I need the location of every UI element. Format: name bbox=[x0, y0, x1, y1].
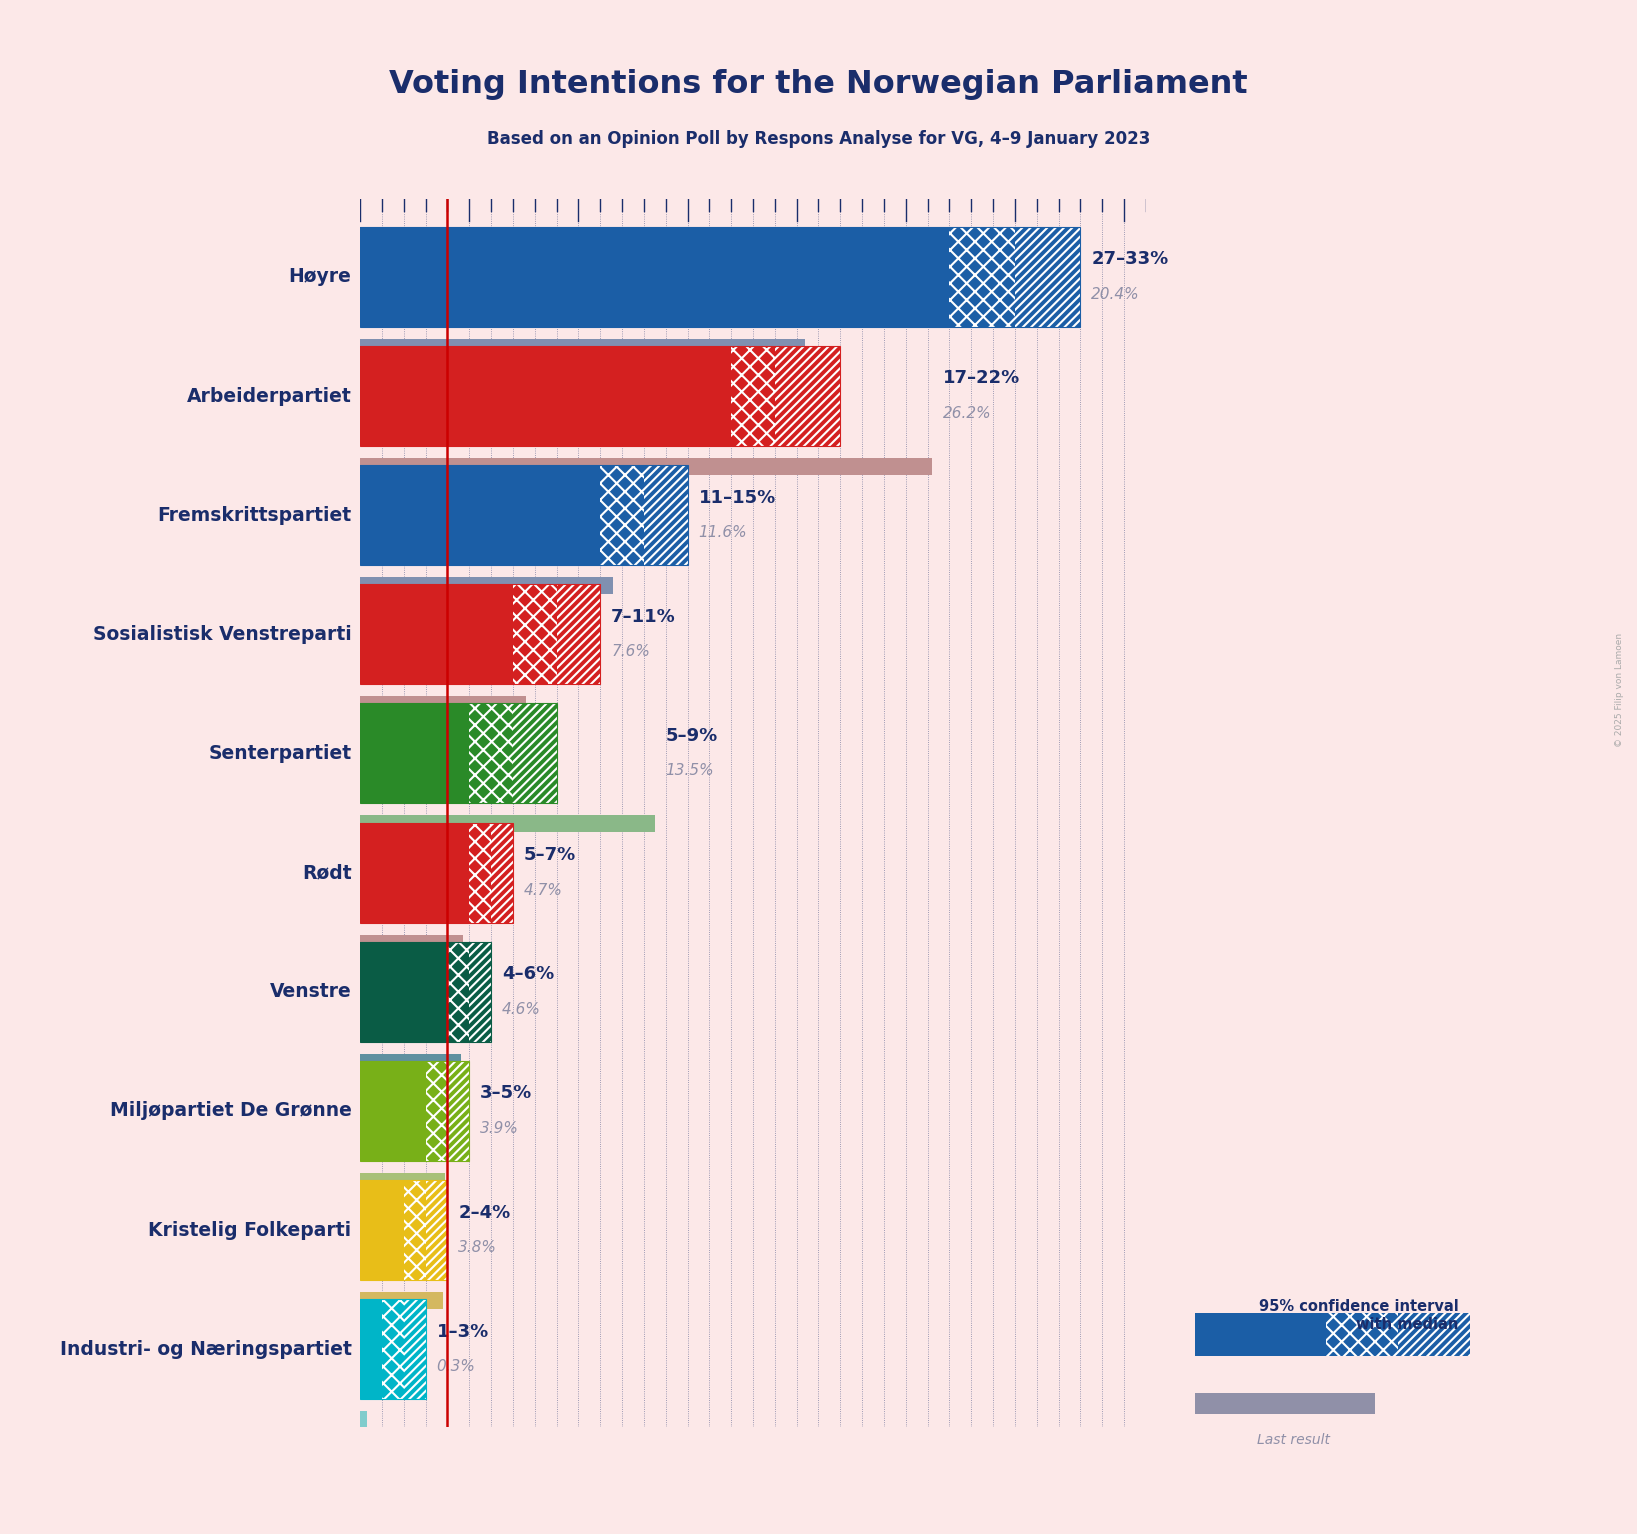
Bar bbox=[774, 347, 840, 446]
Bar bbox=[360, 822, 470, 922]
Text: Last result: Last result bbox=[1257, 1433, 1329, 1447]
Text: Senterpartiet: Senterpartiet bbox=[208, 744, 352, 762]
Bar bbox=[360, 696, 525, 713]
Bar bbox=[512, 704, 557, 804]
Bar bbox=[601, 465, 643, 565]
Bar bbox=[1015, 227, 1080, 327]
Bar bbox=[381, 1299, 404, 1399]
Bar bbox=[404, 1299, 426, 1399]
Text: 3–5%: 3–5% bbox=[480, 1085, 532, 1103]
Bar bbox=[360, 1054, 460, 1071]
Bar bbox=[360, 1411, 367, 1428]
Bar bbox=[360, 347, 732, 446]
Bar bbox=[447, 1062, 470, 1161]
Bar bbox=[732, 347, 774, 446]
Bar bbox=[1326, 1313, 1398, 1356]
Text: 11.6%: 11.6% bbox=[699, 525, 746, 540]
Bar bbox=[360, 1299, 381, 1399]
Text: 7.6%: 7.6% bbox=[611, 644, 650, 660]
Text: 4.6%: 4.6% bbox=[503, 1002, 540, 1017]
Bar bbox=[491, 822, 512, 922]
Bar bbox=[1195, 1313, 1326, 1356]
Text: Kristelig Folkeparti: Kristelig Folkeparti bbox=[149, 1221, 352, 1239]
Bar bbox=[512, 584, 557, 684]
Text: 4–6%: 4–6% bbox=[503, 965, 555, 983]
Text: Sosialistisk Venstreparti: Sosialistisk Venstreparti bbox=[93, 624, 352, 644]
Text: Høyre: Høyre bbox=[288, 267, 352, 287]
Bar bbox=[1398, 1313, 1470, 1356]
Text: 1–3%: 1–3% bbox=[437, 1322, 489, 1341]
Bar bbox=[404, 1180, 426, 1279]
Text: Fremskrittspartiet: Fremskrittspartiet bbox=[157, 506, 352, 525]
Text: 3.8%: 3.8% bbox=[458, 1239, 498, 1255]
Bar bbox=[557, 584, 601, 684]
Bar bbox=[360, 465, 601, 565]
Text: 13.5%: 13.5% bbox=[666, 764, 714, 778]
Text: 26.2%: 26.2% bbox=[943, 407, 992, 420]
Bar bbox=[360, 1180, 404, 1279]
Bar bbox=[360, 1174, 445, 1189]
Bar bbox=[360, 459, 931, 474]
Text: 0.3%: 0.3% bbox=[437, 1359, 475, 1374]
Bar bbox=[360, 339, 805, 356]
Bar bbox=[360, 1062, 426, 1161]
Bar bbox=[426, 1180, 447, 1279]
Bar bbox=[360, 1292, 444, 1309]
Text: 17–22%: 17–22% bbox=[943, 370, 1020, 388]
Text: 5–9%: 5–9% bbox=[666, 727, 719, 746]
Text: 2–4%: 2–4% bbox=[458, 1204, 511, 1221]
Text: 4.7%: 4.7% bbox=[524, 882, 563, 897]
Text: Miljøpartiet De Grønne: Miljøpartiet De Grønne bbox=[110, 1101, 352, 1120]
Bar bbox=[360, 704, 470, 804]
Text: © 2025 Filip von Lamoen: © 2025 Filip von Lamoen bbox=[1616, 634, 1624, 747]
Text: Venstre: Venstre bbox=[270, 982, 352, 1002]
Bar bbox=[470, 822, 491, 922]
Text: Based on an Opinion Poll by Respons Analyse for VG, 4–9 January 2023: Based on an Opinion Poll by Respons Anal… bbox=[486, 130, 1151, 149]
Bar bbox=[360, 227, 949, 327]
Text: 5–7%: 5–7% bbox=[524, 847, 576, 864]
Bar bbox=[643, 465, 688, 565]
Bar bbox=[470, 942, 491, 1042]
Bar bbox=[447, 942, 470, 1042]
Bar bbox=[360, 934, 463, 951]
Bar bbox=[360, 577, 614, 594]
Bar bbox=[360, 942, 447, 1042]
Bar bbox=[426, 1062, 447, 1161]
Text: Arbeiderpartiet: Arbeiderpartiet bbox=[187, 387, 352, 405]
Bar bbox=[360, 584, 512, 684]
Text: Rødt: Rødt bbox=[301, 864, 352, 882]
Bar bbox=[1195, 1393, 1375, 1414]
Bar bbox=[470, 704, 512, 804]
Text: Voting Intentions for the Norwegian Parliament: Voting Intentions for the Norwegian Parl… bbox=[390, 69, 1247, 100]
Text: 11–15%: 11–15% bbox=[699, 489, 776, 506]
Text: Industri- og Næringspartiet: Industri- og Næringspartiet bbox=[59, 1339, 352, 1359]
Bar bbox=[360, 816, 655, 831]
Text: 3.9%: 3.9% bbox=[480, 1121, 519, 1135]
Text: 27–33%: 27–33% bbox=[1092, 250, 1169, 268]
Text: 20.4%: 20.4% bbox=[1092, 287, 1139, 302]
Bar bbox=[949, 227, 1015, 327]
Text: 7–11%: 7–11% bbox=[611, 607, 676, 626]
Text: 95% confidence interval
with median: 95% confidence interval with median bbox=[1259, 1299, 1459, 1332]
